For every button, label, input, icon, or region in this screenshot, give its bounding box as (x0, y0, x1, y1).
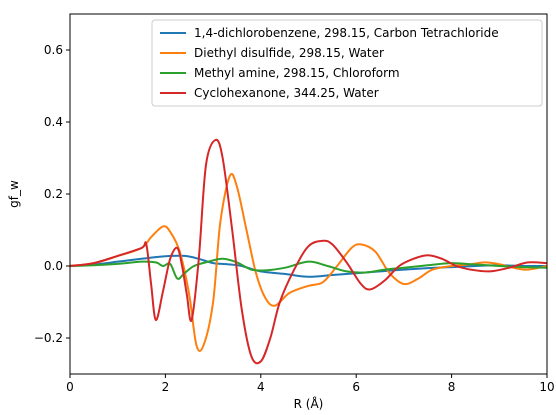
x-tick-label: 0 (66, 380, 74, 394)
series-line-1 (70, 172, 547, 353)
legend-label-3: Cyclohexanone, 344.25, Water (194, 86, 379, 100)
series-line-3 (70, 138, 547, 365)
y-tick-label: 0.2 (44, 187, 63, 201)
series-line-2 (70, 257, 547, 280)
legend: 1,4-dichlorobenzene, 298.15, Carbon Tetr… (151, 19, 543, 107)
legend-label-2: Methyl amine, 298.15, Chloroform (194, 66, 400, 80)
legend-label-1: Diethyl disulfide, 298.15, Water (194, 46, 384, 60)
x-axis: 0 2 4 6 8 10 (66, 374, 555, 394)
y-tick-label: 0.6 (44, 43, 63, 57)
x-tick-label: 6 (352, 380, 360, 394)
y-axis-label: gf_w (7, 180, 21, 208)
x-tick-label: 10 (539, 380, 554, 394)
series-layer (70, 138, 547, 365)
y-tick-label: −0.2 (34, 331, 63, 345)
y-tick-label: 0.0 (44, 259, 63, 273)
legend-label-0: 1,4-dichlorobenzene, 298.15, Carbon Tetr… (194, 26, 499, 40)
y-tick-label: 0.4 (44, 115, 63, 129)
x-tick-label: 2 (162, 380, 170, 394)
legend-box (151, 19, 543, 107)
x-tick-label: 4 (257, 380, 265, 394)
y-axis: −0.2 0.0 0.2 0.4 0.6 (34, 43, 70, 345)
series-line-0 (70, 254, 547, 278)
x-tick-label: 8 (448, 380, 456, 394)
x-axis-label: R (Å) (294, 396, 324, 411)
